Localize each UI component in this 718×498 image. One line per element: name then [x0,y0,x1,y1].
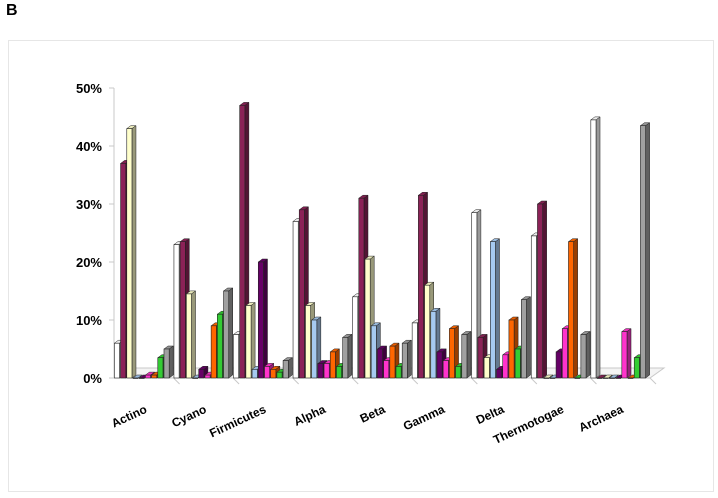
y-tick-label: 0% [83,371,102,386]
bar [621,328,632,379]
x-tick-mark [292,377,300,385]
x-tick-label: Archaea [577,402,626,435]
bar [542,374,554,379]
bar [185,290,197,379]
bar [596,374,607,379]
bar [132,374,143,379]
bar [341,333,353,379]
y-tick-label: 50% [76,81,102,96]
x-tick-mark [649,377,657,385]
bar [401,339,413,379]
y-tick-label: 30% [76,197,102,212]
y-tick-label: 10% [76,313,102,328]
bar [489,238,501,379]
x-tick-mark [470,377,478,385]
x-tick-label: Actino [109,402,149,430]
x-tick-label: Cyano [169,402,208,430]
bar [639,122,651,379]
bar [580,331,591,379]
x-tick-label: Gamma [401,402,447,433]
bar [257,258,269,379]
x-tick-mark [351,377,359,385]
bar [536,200,548,379]
bar [602,374,614,379]
y-axis-tick-labels: 0% 10% 20% 30% 40% 50% [76,81,102,386]
x-tick-label: Alpha [292,402,328,429]
bar [461,331,472,379]
x-tick-label: Beta [358,402,388,426]
bar [163,345,174,379]
x-tick-mark [411,377,419,385]
y-tick-label: 40% [76,139,102,154]
x-tick-mark [232,377,240,385]
bar [608,374,620,379]
x-tick-label: Delta [474,402,507,427]
chart-bars [113,101,651,379]
bar [245,302,256,379]
bar [567,238,579,379]
x-tick-label: Firmicutes [207,402,268,440]
y-tick-label: 20% [76,255,102,270]
x-tick-mark [173,377,180,385]
bar [520,296,532,379]
panel-label: B [6,2,18,19]
x-tick-mark [590,377,597,385]
x-tick-mark [530,377,538,385]
chart-frame [8,40,714,492]
bar [282,357,294,379]
bar [126,125,137,379]
bar [590,116,601,379]
bar [222,287,234,379]
